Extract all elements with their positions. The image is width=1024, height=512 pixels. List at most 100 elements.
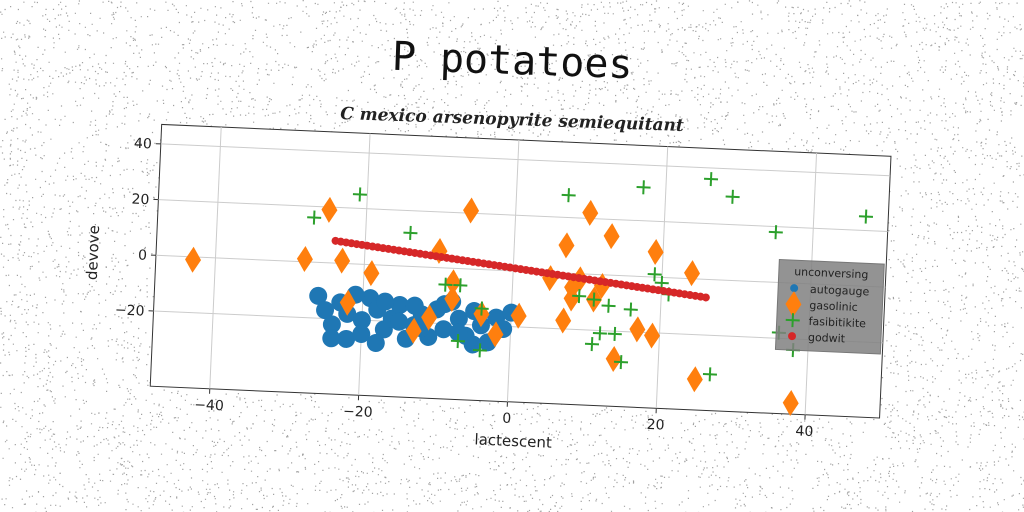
point-fasibitikite bbox=[703, 172, 719, 187]
point-autogauge bbox=[337, 329, 356, 348]
point-fasibitikite bbox=[768, 225, 783, 240]
point-fasibitikite bbox=[607, 326, 622, 341]
point-fasibitikite-v bbox=[577, 289, 581, 304]
point-gasolinic bbox=[603, 223, 620, 250]
point-autogauge bbox=[449, 323, 468, 342]
axis-ticks: −40 −20 0 20 40 −20 0 20 40 bbox=[115, 136, 814, 440]
point-fasibitikite-v bbox=[642, 180, 645, 195]
point-fasibitikite-v bbox=[592, 292, 596, 307]
point-autogauge bbox=[309, 286, 328, 305]
point-fasibitikite bbox=[403, 225, 418, 240]
legend-label-fasibitikite: fasibitikite bbox=[808, 315, 866, 330]
point-fasibitikite bbox=[647, 267, 662, 282]
legend-marker-autogauge bbox=[790, 284, 799, 293]
x-tick-label: 20 bbox=[646, 417, 665, 434]
point-autogauge bbox=[434, 320, 453, 339]
point-autogauge bbox=[463, 335, 482, 354]
legend-label-godwit: godwit bbox=[808, 331, 846, 346]
point-gasolinic bbox=[558, 232, 575, 259]
point-gasolinic bbox=[339, 289, 356, 316]
legend-label-gasolinic: gasolinic bbox=[809, 299, 858, 314]
point-fasibitikite bbox=[584, 337, 600, 352]
legend-marker-gasolinic bbox=[785, 291, 802, 318]
point-godwit bbox=[701, 293, 710, 302]
point-fasibitikite-v bbox=[709, 172, 713, 187]
y-tick-label: 0 bbox=[138, 248, 148, 264]
point-fasibitikite bbox=[601, 298, 616, 313]
point-fasibitikite bbox=[352, 187, 367, 202]
legend: unconversing autogauge gasolinic fasibit… bbox=[774, 258, 885, 355]
point-fasibitikite-v bbox=[613, 326, 617, 341]
point-fasibitikite-v bbox=[774, 225, 778, 240]
plot-group: −40 −20 0 20 40 −20 0 20 40 lactescent devove un… bbox=[83, 123, 892, 452]
point-fasibitikite-v bbox=[456, 333, 460, 349]
point-fasibitikite-v bbox=[708, 367, 712, 382]
point-autogauge bbox=[376, 292, 395, 311]
point-gasolinic bbox=[629, 316, 646, 343]
point-fasibitikite bbox=[636, 180, 651, 195]
point-gasolinic bbox=[555, 307, 572, 334]
point-fasibitikite-v bbox=[864, 209, 868, 224]
point-fasibitikite-v bbox=[459, 278, 462, 293]
point-fasibitikite bbox=[307, 210, 322, 225]
point-fasibitikite-v bbox=[619, 355, 623, 370]
point-fasibitikite bbox=[858, 209, 874, 224]
point-autogauge bbox=[352, 311, 371, 330]
point-fasibitikite bbox=[572, 289, 587, 304]
point-fasibitikite-v bbox=[444, 277, 447, 292]
point-fasibitikite-v bbox=[607, 298, 610, 313]
point-gasolinic bbox=[686, 366, 703, 393]
point-fasibitikite-v bbox=[731, 189, 734, 204]
point-fasibitikite-v bbox=[653, 267, 656, 282]
y-tick-label: −20 bbox=[115, 302, 145, 319]
point-gasolinic bbox=[445, 269, 462, 296]
point-autogauge bbox=[390, 296, 409, 315]
point-gasolinic bbox=[463, 197, 480, 224]
point-autogauge bbox=[322, 329, 341, 348]
point-fasibitikite bbox=[623, 302, 638, 317]
point-gasolinic bbox=[296, 246, 313, 273]
point-fasibitikite bbox=[613, 355, 629, 370]
x-tick-label: 0 bbox=[502, 411, 512, 427]
point-fasibitikite-v bbox=[358, 187, 362, 202]
legend-label-autogauge: autogauge bbox=[810, 283, 870, 299]
point-fasibitikite bbox=[450, 333, 465, 349]
point-autogauge bbox=[390, 312, 409, 331]
x-tick-label: 40 bbox=[795, 423, 814, 440]
point-gasolinic bbox=[684, 260, 701, 287]
point-gasolinic bbox=[510, 302, 527, 329]
point-gasolinic bbox=[405, 317, 422, 344]
point-fasibitikite-v bbox=[629, 302, 633, 317]
point-fasibitikite bbox=[702, 367, 717, 382]
point-fasibitikite bbox=[561, 188, 576, 203]
point-gasolinic bbox=[782, 390, 799, 416]
point-gasolinic bbox=[582, 199, 599, 226]
y-tick-label: 20 bbox=[131, 191, 150, 208]
y-axis-label: devove bbox=[83, 225, 103, 281]
point-gasolinic bbox=[563, 285, 580, 312]
point-gasolinic bbox=[334, 247, 351, 274]
point-fasibitikite bbox=[438, 277, 453, 292]
x-tick-label: −20 bbox=[343, 404, 373, 421]
point-gasolinic bbox=[444, 285, 461, 312]
point-fasibitikite bbox=[725, 189, 740, 204]
point-fasibitikite bbox=[586, 292, 601, 307]
point-fasibitikite-v bbox=[480, 301, 483, 316]
point-fasibitikite-v bbox=[478, 343, 482, 358]
point-fasibitikite bbox=[474, 301, 489, 316]
point-fasibitikite bbox=[592, 326, 607, 341]
point-gasolinic bbox=[647, 239, 664, 266]
point-autogauge bbox=[366, 334, 385, 353]
point-gasolinic bbox=[321, 196, 338, 223]
x-axis-label: lactescent bbox=[474, 430, 552, 451]
point-autogauge bbox=[352, 325, 371, 344]
x-tick-label: −40 bbox=[194, 397, 224, 414]
legend-marker-fasibitikite-v bbox=[791, 313, 795, 328]
series-godwit bbox=[331, 236, 710, 302]
legend-marker-fasibitikite bbox=[785, 313, 800, 328]
point-fasibitikite-v bbox=[598, 326, 602, 341]
grid-line-y bbox=[160, 143, 891, 177]
legend-title: unconversing bbox=[794, 265, 869, 281]
point-gasolinic bbox=[363, 260, 380, 287]
